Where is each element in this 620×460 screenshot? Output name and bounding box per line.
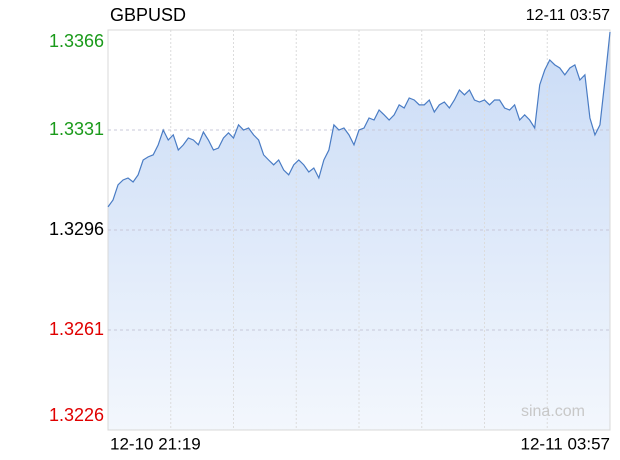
chart-title: GBPUSD bbox=[110, 5, 186, 25]
y-tick-label: 1.3296 bbox=[49, 219, 104, 239]
watermark: sina.com bbox=[521, 403, 585, 420]
time-label: 12-11 03:57 bbox=[526, 7, 610, 24]
x-tick-label: 12-11 03:57 bbox=[521, 434, 610, 453]
y-tick-label: 1.3226 bbox=[49, 405, 104, 425]
y-tick-label: 1.3331 bbox=[49, 119, 104, 139]
x-tick-label: 12-10 21:19 bbox=[110, 434, 201, 453]
y-tick-label: 1.3366 bbox=[49, 31, 104, 51]
y-tick-label: 1.3261 bbox=[49, 319, 104, 339]
price-line bbox=[107, 31, 611, 208]
